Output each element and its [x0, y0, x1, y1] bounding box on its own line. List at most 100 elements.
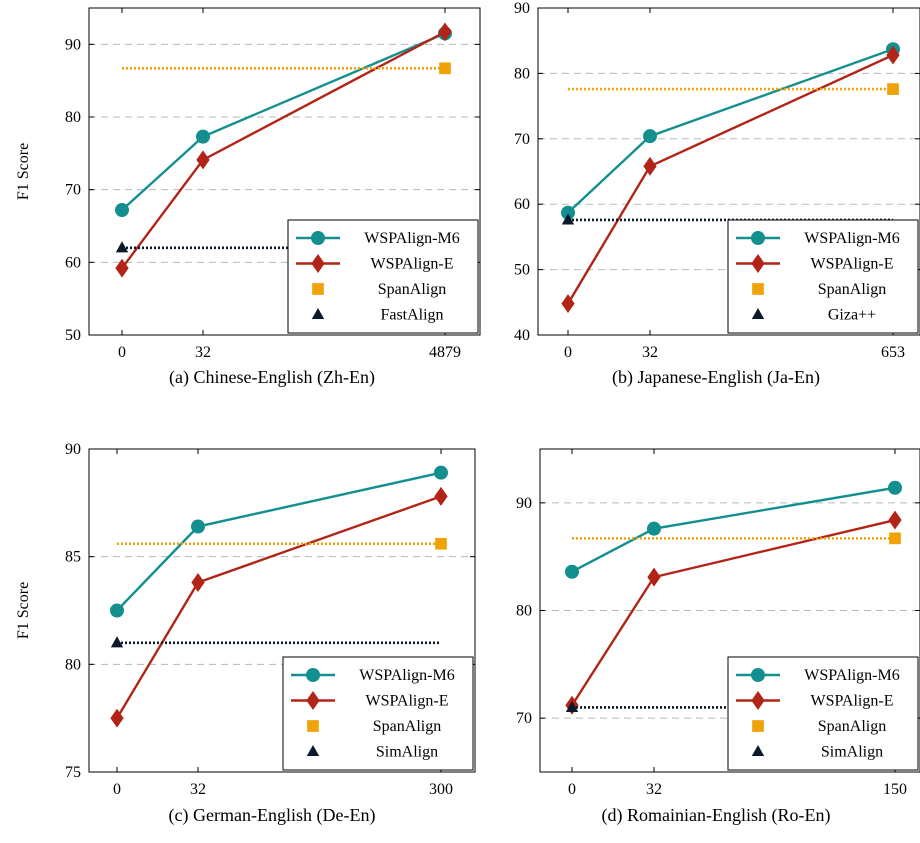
y-tick-label: 90	[516, 495, 532, 512]
x-tick-label: 32	[195, 344, 211, 361]
legend-entry-spanalign: SpanAlign	[307, 718, 441, 735]
series-wspalign-e	[115, 22, 452, 278]
legend: WSPAlign-M6 WSPAlign-E SpanAlign SimAlign	[282, 656, 474, 771]
legend-label: WSPAlign-M6	[804, 667, 899, 684]
legend-marker	[312, 283, 324, 295]
legend-entry-simalign: SimAlign	[751, 744, 883, 761]
legend-entry-wspalign-e: WSPAlign-E	[296, 254, 453, 273]
data-point	[565, 564, 579, 579]
y-tick-label: 70	[514, 131, 530, 148]
legend-label: SpanAlign	[373, 718, 441, 735]
y-axis-title: F1 Score	[15, 582, 32, 639]
legend-marker	[751, 254, 765, 273]
data-point	[115, 203, 129, 218]
legend-label: SpanAlign	[818, 718, 886, 735]
legend-label: WSPAlign-M6	[359, 667, 454, 684]
legend-label: WSPAlign-E	[371, 256, 454, 273]
data-point	[561, 294, 575, 314]
data-point	[643, 129, 657, 144]
series-wspalign-m6	[565, 480, 902, 579]
x-tick-label: 4879	[429, 344, 461, 361]
y-tick-label: 85	[65, 549, 81, 566]
chart-panel-2: 40 50 60 70 80 90 0 32 653 WSPAlign-M6 WSPAlign-E S…	[514, 0, 920, 388]
legend-entry-wspalign-m6: WSPAlign-M6	[736, 667, 900, 684]
legend-marker	[311, 254, 325, 273]
y-tick-label: 50	[514, 262, 530, 279]
legend-marker	[752, 283, 764, 295]
series-wspalign-m6	[110, 465, 448, 618]
data-point	[565, 700, 579, 712]
series-wspalign-e	[561, 45, 900, 314]
x-tick-label: 32	[646, 781, 662, 798]
x-tick-label: 32	[190, 781, 206, 798]
legend-entry-wspalign-e: WSPAlign-E	[736, 691, 893, 710]
plot-frame	[537, 7, 920, 336]
data-point	[110, 636, 124, 648]
data-point	[888, 510, 902, 530]
legend-entry-simalign: SimAlign	[306, 744, 438, 761]
y-tick-label: 60	[514, 196, 530, 213]
legend-marker	[306, 745, 320, 757]
legend: WSPAlign-M6 WSPAlign-E SpanAlign Giza++	[727, 219, 919, 334]
data-point	[888, 480, 902, 495]
y-tick-label: 90	[65, 36, 81, 53]
y-tick-label: 40	[514, 327, 530, 344]
panel-caption: (c) German-English (De-En)	[169, 805, 376, 826]
data-point	[647, 567, 661, 587]
legend-label: Giza++	[828, 307, 876, 324]
data-point	[561, 205, 575, 220]
legend-entry-wspalign-e: WSPAlign-E	[291, 691, 448, 710]
data-point	[647, 521, 661, 536]
data-point	[561, 213, 575, 225]
series-simalign	[110, 636, 441, 648]
legend: WSPAlign-M6 WSPAlign-E SpanAlign FastAlign	[287, 219, 479, 334]
data-point	[196, 129, 210, 144]
x-tick-label: 0	[568, 781, 576, 798]
plot-frame	[88, 7, 481, 336]
legend-entry-wspalign-e: WSPAlign-E	[736, 254, 893, 273]
x-tick-label: 0	[564, 344, 572, 361]
series-spanalign	[122, 62, 451, 75]
data-point	[889, 532, 901, 545]
y-tick-label: 70	[65, 182, 81, 199]
data-point	[435, 537, 447, 550]
legend-label: SimAlign	[821, 744, 883, 761]
legend-label: WSPAlign-M6	[804, 230, 899, 247]
legend-marker	[751, 745, 765, 757]
data-point	[191, 573, 205, 592]
data-point	[196, 150, 210, 170]
data-point	[434, 465, 448, 480]
legend: WSPAlign-M6 WSPAlign-E SpanAlign SimAlign	[727, 656, 919, 771]
series-spanalign	[572, 532, 901, 545]
legend-marker	[751, 231, 765, 245]
legend-label: WSPAlign-E	[811, 693, 894, 710]
panel-caption: (a) Chinese-English (Zh-En)	[169, 367, 375, 388]
legend-label: SpanAlign	[378, 281, 446, 298]
legend-marker	[752, 720, 764, 732]
y-tick-label: 90	[65, 441, 81, 458]
series-wspalign-m6	[561, 42, 900, 220]
legend-label: FastAlign	[380, 307, 443, 324]
y-axis-title: F1 Score	[15, 143, 32, 200]
x-tick-label: 0	[113, 781, 121, 798]
panel-caption: (b) Japanese-English (Ja-En)	[612, 367, 820, 388]
y-tick-label: 70	[516, 710, 532, 727]
legend-marker	[306, 691, 320, 710]
data-point	[110, 603, 124, 618]
legend-entry-spanalign: SpanAlign	[312, 281, 446, 298]
y-tick-label: 80	[516, 603, 532, 620]
data-point	[887, 83, 899, 95]
legend-marker	[751, 668, 765, 682]
y-tick-label: 50	[65, 327, 81, 344]
data-point	[643, 156, 657, 176]
legend-label: WSPAlign-M6	[364, 230, 459, 247]
y-tick-label: 75	[65, 764, 81, 781]
x-tick-label: 300	[429, 781, 453, 798]
data-point	[191, 519, 205, 534]
y-tick-label: 90	[514, 0, 530, 17]
data-point	[115, 258, 129, 278]
y-tick-label: 80	[65, 109, 81, 126]
legend-label: WSPAlign-E	[366, 693, 449, 710]
